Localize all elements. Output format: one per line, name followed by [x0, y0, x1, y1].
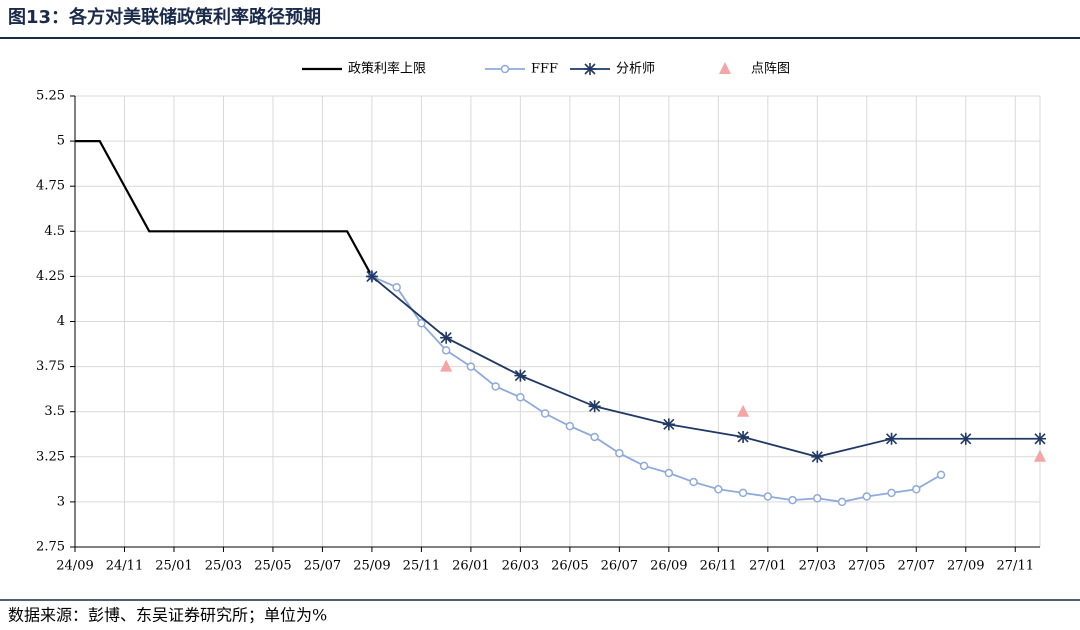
series-line [371, 275, 1040, 458]
x-tick-label: 26/01 [452, 559, 489, 574]
point [590, 432, 599, 442]
y-tick-label: 3 [57, 494, 65, 509]
point [664, 468, 674, 478]
legend-label: 分析师 [616, 62, 655, 77]
point [837, 497, 847, 507]
point [1034, 449, 1046, 462]
y-tick-label: 3.75 [36, 359, 65, 374]
x-tick-label: 25/11 [403, 559, 440, 574]
point [440, 331, 453, 344]
x-tick-label: 25/07 [304, 559, 341, 574]
point [885, 432, 898, 445]
point [365, 270, 378, 283]
chart-title: 图13：各方对美联储政策利率路径预期 [8, 6, 321, 28]
point [689, 477, 698, 487]
point [788, 495, 797, 505]
point [540, 409, 550, 418]
point [737, 430, 750, 443]
point [763, 492, 773, 501]
legend-marker [719, 62, 731, 74]
point [417, 319, 426, 328]
y-tick-label: 4 [57, 314, 65, 329]
x-tick-label: 27/01 [749, 559, 786, 574]
source-note: 数据来源：彭博、东吴证券研究所；单位为% [8, 606, 327, 625]
point [887, 488, 896, 498]
point [862, 492, 872, 501]
point [737, 404, 750, 417]
x-tick-label: 25/09 [353, 559, 390, 574]
point [441, 346, 451, 355]
x-tick-label: 26/05 [551, 559, 588, 574]
x-tick-label: 24/09 [56, 559, 93, 574]
x-tick-label: 25/03 [205, 559, 242, 574]
point [813, 494, 822, 503]
x-tick-label: 25/05 [254, 559, 291, 574]
point [912, 485, 921, 494]
x-tick-label: 26/03 [502, 559, 539, 574]
point [714, 485, 723, 494]
point [491, 382, 500, 391]
point [615, 448, 624, 458]
point [959, 432, 972, 445]
point [466, 362, 476, 371]
point [392, 282, 401, 292]
y-tick-label: 5.25 [36, 89, 65, 104]
point [738, 488, 748, 498]
x-tick-label: 27/05 [848, 559, 885, 574]
x-tick-label: 27/09 [947, 559, 984, 574]
legend-marker [584, 63, 596, 75]
legend-label: 政策利率上限 [348, 61, 426, 77]
x-tick-label: 26/07 [601, 559, 638, 574]
point [639, 461, 649, 471]
x-tick-label: 27/03 [799, 559, 836, 574]
y-tick-label: 4.5 [44, 224, 65, 239]
y-tick-label: 3.25 [36, 449, 65, 464]
point [440, 359, 453, 372]
x-tick-label: 27/07 [898, 559, 935, 574]
y-tick-label: 4.25 [36, 269, 65, 284]
point [662, 418, 675, 431]
x-tick-label: 27/11 [997, 559, 1034, 574]
point [588, 400, 601, 413]
legend-marker [500, 64, 510, 74]
x-tick-label: 25/01 [155, 559, 192, 574]
y-tick-label: 2.75 [36, 540, 65, 555]
x-tick-label: 24/11 [106, 559, 143, 574]
point [811, 450, 824, 463]
point [514, 369, 527, 382]
y-tick-label: 5 [57, 134, 65, 149]
point [1034, 432, 1046, 445]
y-tick-label: 4.75 [36, 179, 65, 194]
point [936, 470, 946, 480]
legend-label: FFF [531, 62, 558, 77]
point [516, 393, 525, 402]
y-tick-label: 3.5 [44, 404, 65, 419]
series-line [371, 275, 942, 503]
x-tick-label: 26/11 [700, 559, 737, 574]
series-line [75, 140, 373, 277]
legend-label: 点阵图 [751, 62, 790, 77]
x-tick-label: 26/09 [650, 559, 687, 574]
point [565, 421, 575, 431]
